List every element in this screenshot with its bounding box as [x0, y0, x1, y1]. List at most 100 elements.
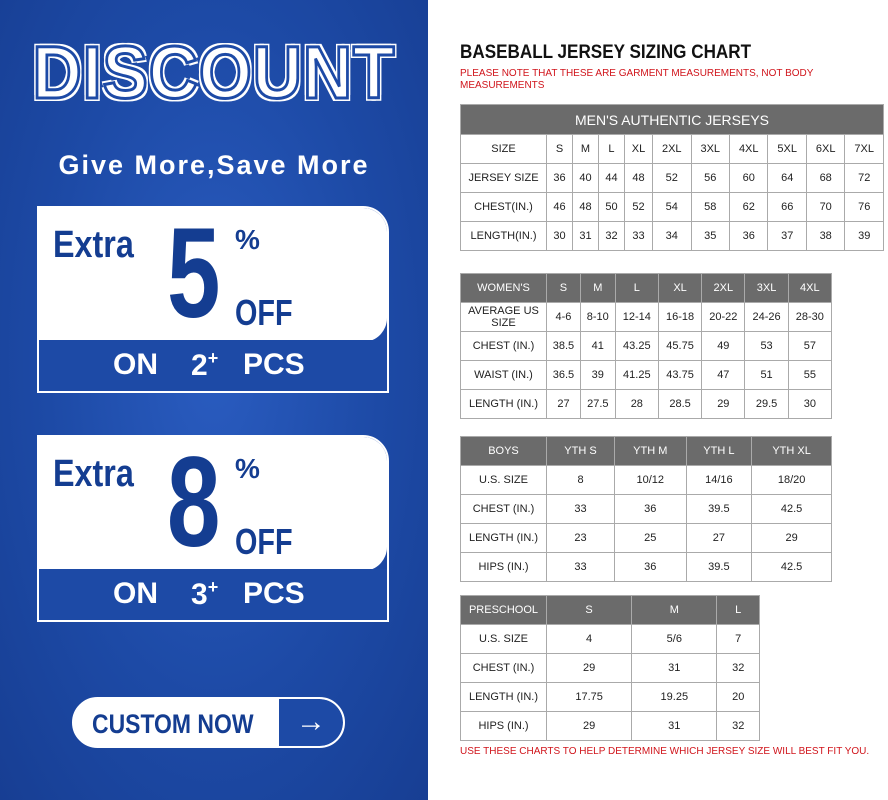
- row-label: HIPS (IN.): [460, 552, 547, 582]
- table-row: AVERAGE US SIZE 4-6 8-10 12-14 16-18 20-22 24-…: [460, 302, 833, 332]
- offer-percent: 8: [167, 435, 221, 574]
- on-label: ON: [113, 348, 158, 381]
- table-cell: 53: [744, 331, 789, 361]
- table-cell: M: [579, 273, 616, 303]
- table-cell: 41: [579, 331, 616, 361]
- table-cell: 3XL: [744, 273, 789, 303]
- table-cell: 33: [545, 494, 616, 524]
- row-label: CHEST (IN.): [460, 331, 547, 361]
- boys-size-table: BOYS YTH S YTH M YTH L YTH XL U.S. SIZE 8 10/12…: [460, 436, 832, 582]
- table-cell: 35: [690, 221, 730, 251]
- table-cell: 72: [844, 163, 884, 193]
- table-cell: 4XL: [728, 134, 769, 164]
- custom-now-label: CUSTOM NOW: [92, 709, 254, 739]
- offer-extra-label: Extra: [53, 224, 134, 266]
- row-label: LENGTH (IN.): [460, 389, 547, 419]
- row-label: LENGTH(IN.): [460, 221, 547, 251]
- table-cell: 27.5: [579, 389, 616, 419]
- percent-sign: %: [235, 224, 260, 255]
- table-row: LENGTH(IN.) 30 31 32 33 34 35 36 37 38 39: [460, 221, 884, 251]
- percent-sign: %: [235, 453, 260, 484]
- table-cell: 29: [545, 711, 633, 741]
- table-cell: 33: [623, 221, 654, 251]
- table-cell: 29: [545, 653, 633, 683]
- arrow-right-icon: →: [279, 699, 343, 746]
- table-cell: 31: [631, 653, 718, 683]
- table-cell: 52: [652, 163, 692, 193]
- discount-headline: DISCOUNT: [31, 30, 396, 116]
- table-cell: 7XL: [844, 134, 884, 164]
- row-label: CHEST (IN.): [460, 494, 547, 524]
- table-cell: 41.25: [614, 360, 659, 390]
- table-row: JERSEY SIZE 36 40 44 48 52 56 60 64 68 72: [460, 163, 884, 193]
- row-label: U.S. SIZE: [460, 465, 547, 495]
- table-cell: 39.5: [685, 552, 753, 582]
- footer-note: USE THESE CHARTS TO HELP DETERMINE WHICH…: [460, 746, 870, 757]
- table-cell: 28.5: [657, 389, 703, 419]
- table-row: HIPS (IN.) 33 36 39.5 42.5: [460, 552, 832, 582]
- table-cell: 36: [546, 163, 573, 193]
- table-caption: MEN'S AUTHENTIC JERSEYS: [460, 104, 884, 135]
- table-cell: L: [614, 273, 659, 303]
- table-cell: 52: [623, 192, 654, 222]
- table-cell: YTH M: [614, 436, 687, 466]
- table-cell: 14/16: [685, 465, 753, 495]
- table-cell: 56: [690, 163, 730, 193]
- table-row: LENGTH (IN.) 23 25 27 29: [460, 523, 832, 553]
- table-cell: 17.75: [545, 682, 633, 712]
- table-cell: 55: [787, 360, 833, 390]
- table-cell: 37: [767, 221, 807, 251]
- table-cell: 43.75: [657, 360, 703, 390]
- table-cell: 27: [685, 523, 753, 553]
- table-cell: 39: [579, 360, 616, 390]
- subheadline: Give More,Save More: [58, 150, 370, 180]
- table-cell: 40: [571, 163, 599, 193]
- on-label: ON: [113, 577, 158, 610]
- table-cell: 76: [844, 192, 884, 222]
- row-label: SIZE: [460, 134, 547, 164]
- table-cell: 5XL: [767, 134, 807, 164]
- table-cell: 70: [805, 192, 846, 222]
- table-cell: S: [545, 595, 633, 625]
- row-label: JERSEY SIZE: [460, 163, 547, 193]
- table-cell: L: [597, 134, 625, 164]
- table-cell: 30: [546, 221, 573, 251]
- piece-count: 3+: [191, 577, 219, 611]
- table-row: U.S. SIZE 8 10/12 14/16 18/20: [460, 465, 832, 495]
- table-cell: 32: [597, 221, 625, 251]
- table-cell: 29: [701, 389, 746, 419]
- table-cell: 4XL: [787, 273, 833, 303]
- offer-card-2: Extra 8 % OFF ON 3+ PCS: [37, 435, 389, 622]
- table-cell: 6XL: [805, 134, 846, 164]
- table-header-row: PRESCHOOL S M L: [460, 595, 760, 625]
- table-cell: 28-30: [787, 302, 833, 332]
- table-cell: 31: [571, 221, 599, 251]
- table-cell: 38.5: [546, 331, 581, 361]
- table-cell: 48: [571, 192, 599, 222]
- table-cell: S: [546, 134, 573, 164]
- table-cell: 42.5: [751, 494, 832, 524]
- table-cell: 36: [728, 221, 769, 251]
- table-cell: 24-26: [744, 302, 789, 332]
- table-cell: 30: [787, 389, 833, 419]
- table-cell: 34: [652, 221, 692, 251]
- table-cell: 36: [614, 494, 687, 524]
- table-row: CHEST (IN.) 33 36 39.5 42.5: [460, 494, 832, 524]
- table-cell: 31: [631, 711, 718, 741]
- table-cell: 39.5: [685, 494, 753, 524]
- table-cell: 27: [546, 389, 581, 419]
- table-cell: 46: [546, 192, 573, 222]
- table-cell: L: [716, 595, 760, 625]
- table-cell: 10/12: [614, 465, 687, 495]
- row-label: WAIST (IN.): [460, 360, 547, 390]
- pcs-label: PCS: [243, 577, 305, 610]
- table-cell: 60: [728, 163, 769, 193]
- table-cell: 32: [716, 711, 760, 741]
- row-label: WOMEN'S: [460, 273, 547, 303]
- piece-count: 2+: [191, 348, 219, 382]
- table-cell: M: [571, 134, 599, 164]
- pcs-label: PCS: [243, 348, 305, 381]
- custom-now-button[interactable]: CUSTOM NOW →: [72, 697, 345, 748]
- table-cell: 4-6: [546, 302, 581, 332]
- table-cell: XL: [657, 273, 703, 303]
